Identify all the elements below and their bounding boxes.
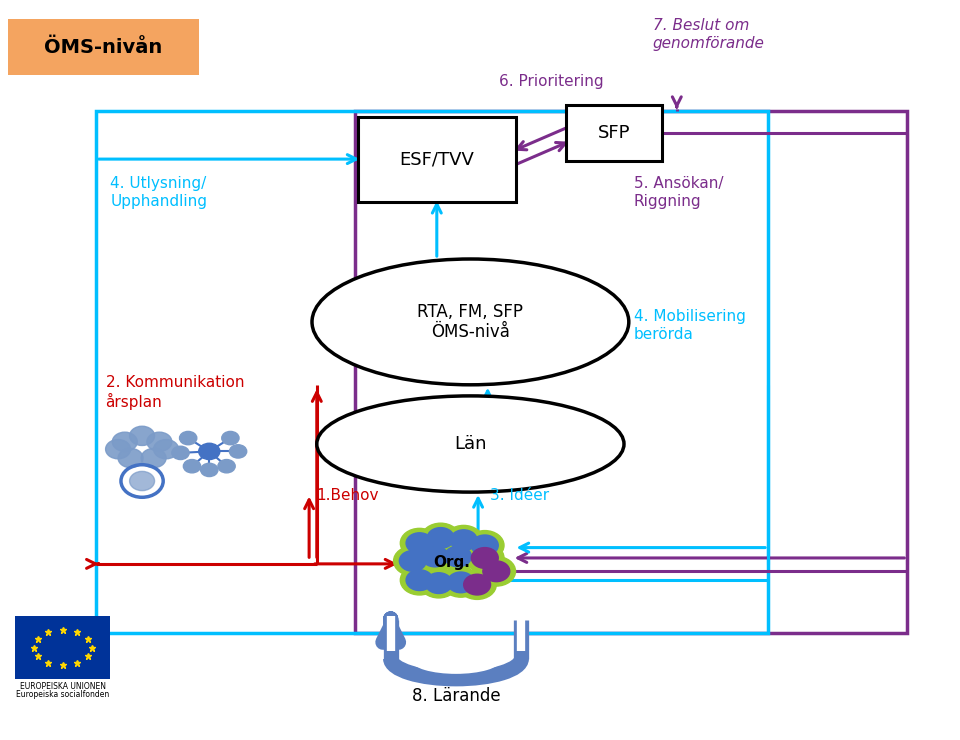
- Circle shape: [118, 448, 143, 468]
- Circle shape: [450, 530, 477, 551]
- Circle shape: [400, 528, 439, 558]
- Text: RTA, FM, SFP
ÖMS-nivå: RTA, FM, SFP ÖMS-nivå: [418, 303, 523, 341]
- Circle shape: [444, 546, 471, 567]
- Text: 7. Beslut om
genomförande: 7. Beslut om genomförande: [653, 18, 765, 51]
- Circle shape: [130, 426, 155, 445]
- Text: SFP: SFP: [598, 124, 631, 142]
- Circle shape: [427, 528, 454, 548]
- Circle shape: [425, 573, 452, 593]
- Text: Europeiska socialfonden: Europeiska socialfonden: [16, 690, 109, 699]
- Circle shape: [147, 432, 172, 451]
- Circle shape: [458, 570, 496, 599]
- FancyBboxPatch shape: [566, 105, 662, 161]
- Circle shape: [471, 535, 498, 556]
- Circle shape: [421, 546, 448, 567]
- Text: ESF/TVV: ESF/TVV: [399, 150, 474, 168]
- Text: Län: Län: [454, 435, 487, 453]
- Circle shape: [394, 546, 432, 576]
- Text: 1.Behov: 1.Behov: [317, 488, 379, 503]
- Circle shape: [172, 446, 189, 460]
- Circle shape: [406, 533, 433, 554]
- Bar: [355, 111, 907, 633]
- Circle shape: [112, 432, 137, 451]
- Text: 4. Mobilisering
berörda: 4. Mobilisering berörda: [634, 309, 746, 342]
- Circle shape: [466, 531, 504, 560]
- Circle shape: [416, 542, 454, 571]
- Circle shape: [180, 431, 197, 445]
- Circle shape: [464, 574, 491, 595]
- Circle shape: [218, 460, 235, 473]
- Circle shape: [439, 542, 477, 571]
- Circle shape: [471, 548, 498, 568]
- Circle shape: [183, 460, 201, 473]
- Circle shape: [466, 543, 504, 573]
- Circle shape: [106, 440, 131, 459]
- Text: ÖMS-nivån: ÖMS-nivån: [43, 38, 162, 57]
- Text: 8. Lärande: 8. Lärande: [412, 687, 500, 704]
- Circle shape: [400, 565, 439, 595]
- FancyBboxPatch shape: [357, 116, 516, 201]
- Circle shape: [406, 570, 433, 591]
- Circle shape: [477, 556, 516, 586]
- Text: 6. Prioritering: 6. Prioritering: [499, 74, 604, 89]
- Circle shape: [229, 445, 247, 458]
- Circle shape: [399, 551, 426, 571]
- Circle shape: [447, 572, 474, 593]
- Circle shape: [201, 463, 218, 477]
- Circle shape: [199, 443, 220, 460]
- Ellipse shape: [317, 396, 624, 492]
- Circle shape: [420, 568, 458, 598]
- Circle shape: [442, 568, 480, 597]
- Circle shape: [222, 431, 239, 445]
- Text: EUROPEISKA UNIONEN: EUROPEISKA UNIONEN: [20, 682, 106, 690]
- FancyBboxPatch shape: [15, 616, 110, 679]
- FancyBboxPatch shape: [8, 19, 199, 75]
- Text: Org.: Org.: [433, 555, 469, 570]
- Ellipse shape: [312, 259, 629, 385]
- Circle shape: [483, 561, 510, 582]
- Circle shape: [130, 471, 155, 491]
- Circle shape: [154, 440, 179, 459]
- Text: 4. Utlysning/
Upphandling: 4. Utlysning/ Upphandling: [110, 176, 207, 209]
- Text: 2. Kommunikation
årsplan: 2. Kommunikation årsplan: [106, 374, 244, 410]
- Text: 5. Ansökan/
Riggning: 5. Ansökan/ Riggning: [634, 176, 723, 209]
- Circle shape: [444, 525, 483, 555]
- Text: 3. Idéer: 3. Idéer: [490, 488, 549, 503]
- Circle shape: [421, 523, 460, 553]
- Circle shape: [141, 448, 166, 468]
- Bar: [96, 111, 768, 633]
